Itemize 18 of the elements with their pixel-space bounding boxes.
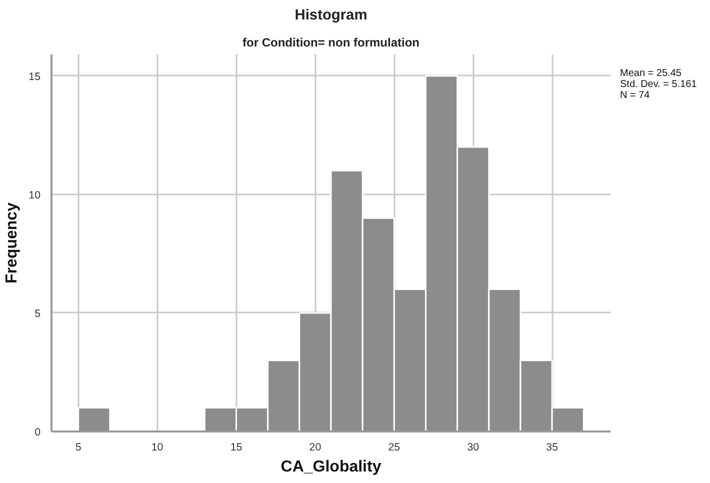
chart-title: Histogram — [294, 8, 368, 24]
text: N = 74 — [620, 90, 650, 101]
x-tick-label: 20 — [309, 442, 322, 454]
y-tick-label: 10 — [28, 189, 41, 202]
chart-subtitle: for Condition= non formulation — [242, 36, 420, 50]
x-axis-title: CA_Globality — [280, 458, 382, 476]
x-tick-label: 10 — [151, 442, 164, 454]
x-tick-label: 35 — [546, 442, 558, 454]
text: Std. Dev. = 5.161 — [620, 79, 697, 90]
y-axis-title: Frequency — [4, 202, 21, 284]
x-tick-label: 30 — [467, 442, 480, 454]
y-tick-label: 5 — [34, 308, 41, 320]
text: Mean = 25.45 — [620, 68, 682, 79]
x-tick-label: 25 — [388, 442, 400, 454]
y-tick-label: 15 — [28, 70, 41, 83]
x-tick-label: 15 — [230, 442, 242, 454]
y-tick-label: 0 — [34, 426, 41, 438]
x-tick-label: 5 — [75, 442, 82, 454]
